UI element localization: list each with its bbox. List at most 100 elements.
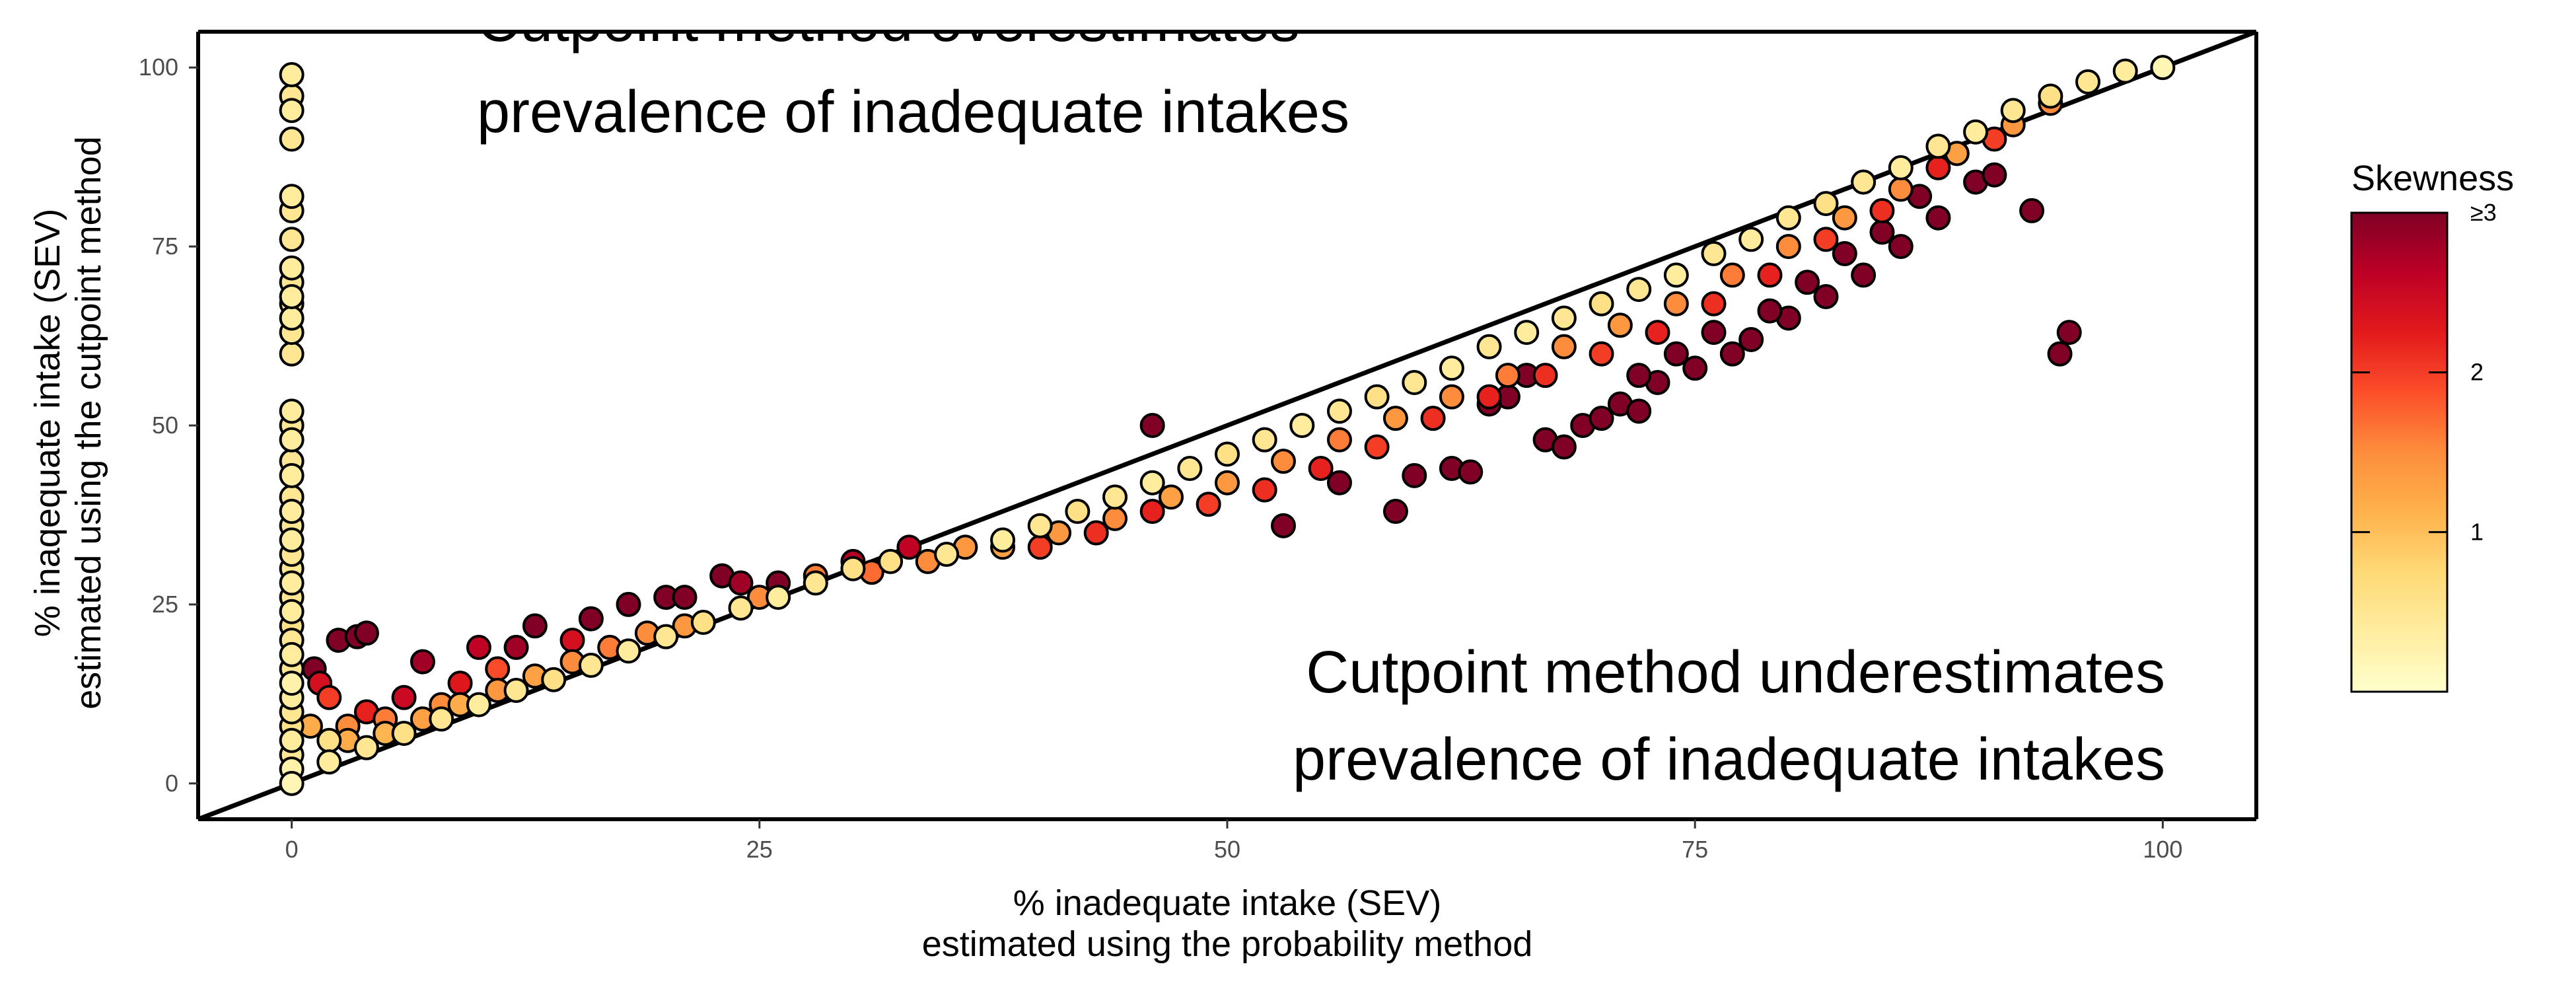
data-point [391, 720, 417, 746]
x-tick-label: 75 [1682, 836, 1708, 863]
data-point [1589, 291, 1614, 316]
data-point [1813, 227, 1839, 252]
data-point [1551, 305, 1577, 331]
data-point [1102, 484, 1128, 510]
data-point [279, 305, 304, 331]
data-point [1551, 334, 1577, 359]
data-point [2019, 198, 2045, 223]
data-point [1027, 513, 1053, 538]
x-tick-label: 50 [1214, 836, 1240, 863]
data-point [1832, 205, 1857, 231]
data-point [279, 126, 304, 152]
data-point [1682, 355, 1708, 381]
annotation-under-line2: prevalence of inadequate intakes [1293, 727, 2165, 793]
y-tick-label: 50 [152, 412, 178, 439]
data-point [1402, 369, 1427, 395]
legend-tick-label: 2 [2470, 359, 2484, 386]
data-point [766, 585, 791, 610]
data-point [1963, 119, 1989, 145]
x-axis-title-line1: % inadequate intake (SEV) [1013, 883, 1441, 923]
data-point [279, 255, 304, 281]
data-point [279, 283, 304, 309]
data-point [1364, 434, 1390, 460]
y-axis-title-line2: estimated using the cutpoint method [69, 136, 108, 710]
data-point [1083, 520, 1109, 546]
data-point [1925, 205, 1951, 231]
data-point [1701, 320, 1727, 346]
data-point [1382, 499, 1408, 525]
y-tick-label: 0 [165, 770, 178, 797]
color-legend: Skewness 1 2 ≥3 [2350, 159, 2514, 693]
data-point [653, 624, 679, 649]
y-tick-label: 75 [152, 233, 178, 260]
data-point [503, 677, 529, 703]
data-point [1139, 470, 1165, 495]
data-point [690, 610, 716, 635]
data-point [1888, 176, 1914, 202]
data-point [728, 595, 754, 621]
legend-title: Skewness [2351, 159, 2514, 198]
annotation-over-line2: prevalence of inadequate intakes [477, 79, 1349, 145]
data-point [990, 527, 1016, 553]
data-point [279, 642, 304, 667]
data-point [279, 227, 304, 252]
data-point [279, 398, 304, 424]
annotation-over-line1: Cutpoint method overestimates [477, 0, 1300, 54]
data-point [1027, 534, 1053, 560]
x-tick-label: 25 [746, 836, 773, 863]
data-point [447, 671, 473, 696]
data-point [672, 585, 698, 610]
data-point [391, 684, 417, 710]
data-point [279, 341, 304, 367]
data-point [1738, 326, 1764, 352]
data-point [2000, 98, 2026, 124]
data-point [279, 462, 304, 488]
data-point [279, 527, 304, 553]
data-point [279, 570, 304, 596]
plot-panel: 0 25 50 75 100 0 25 50 75 100 [139, 30, 2258, 863]
data-point [1476, 334, 1502, 359]
data-point [1589, 406, 1614, 431]
data-point [541, 667, 567, 692]
data-point [353, 620, 379, 646]
data-point [1813, 191, 1839, 217]
data-point [1663, 262, 1689, 288]
data-point [279, 770, 304, 796]
y-tick-label: 100 [139, 54, 178, 81]
identity-reference-line [198, 32, 2256, 819]
data-point [1196, 492, 1221, 517]
data-point [1382, 406, 1408, 431]
data-point [279, 727, 304, 753]
data-point [1851, 169, 1877, 195]
data-point [1102, 505, 1128, 531]
data-point [279, 184, 304, 209]
data-point [2150, 55, 2176, 81]
data-point [1869, 198, 1895, 223]
data-point [1514, 320, 1540, 346]
data-point [1289, 413, 1315, 438]
data-point [1626, 363, 1652, 388]
data-point [1701, 240, 1727, 266]
data-point [1925, 155, 1951, 180]
data-point [1738, 227, 1764, 252]
data-point [728, 570, 754, 596]
data-point [429, 706, 454, 732]
data-point [1888, 234, 1914, 260]
data-point [1139, 499, 1165, 525]
data-point [578, 606, 604, 632]
data-point [1795, 270, 1820, 295]
data-point [1326, 470, 1352, 495]
data-point [1215, 470, 1240, 495]
data-point [316, 749, 342, 775]
data-point [279, 98, 304, 124]
data-point [2038, 83, 2063, 109]
data-point [1177, 456, 1203, 482]
data-point [1215, 441, 1240, 467]
y-tick-label: 25 [152, 591, 178, 618]
data-point [578, 653, 604, 679]
data-point [1851, 262, 1877, 288]
data-point [1663, 341, 1689, 367]
data-point [1775, 205, 1801, 231]
data-point [1458, 459, 1484, 485]
